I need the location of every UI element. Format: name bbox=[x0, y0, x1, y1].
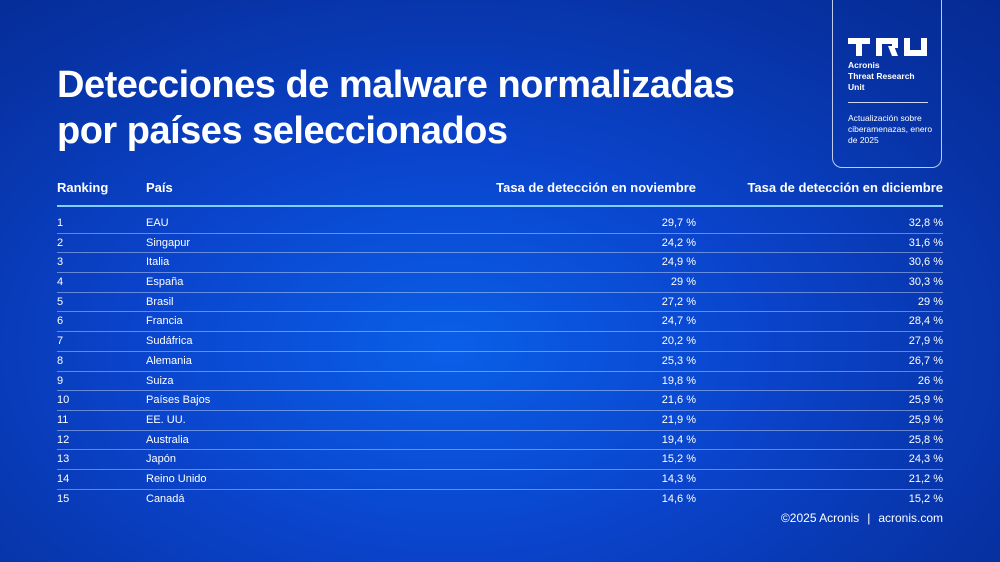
header-december: Tasa de detección en diciembre bbox=[747, 180, 943, 195]
country-cell: Sudáfrica bbox=[146, 335, 193, 348]
table-row: 1 EAU 29,7 % 32,8 % bbox=[57, 214, 943, 234]
table-row: 10 Países Bajos 21,6 % 25,9 % bbox=[57, 391, 943, 411]
country-cell: Brasil bbox=[146, 295, 174, 308]
country-cell: Japón bbox=[146, 453, 176, 466]
rank-cell: 5 bbox=[57, 295, 64, 308]
report-note: Actualización sobre ciberamenazas, enero… bbox=[848, 113, 933, 145]
november-rate-cell: 24,7 % bbox=[661, 315, 696, 328]
table-row: 7 Sudáfrica 20,2 % 27,9 % bbox=[57, 332, 943, 352]
page-title: Detecciones de malware normalizadas por … bbox=[57, 62, 817, 154]
table-row: 11 EE. UU. 21,9 % 25,9 % bbox=[57, 411, 943, 431]
november-rate-cell: 27,2 % bbox=[661, 295, 696, 308]
country-cell: Singapur bbox=[146, 236, 191, 249]
org-name: Acronis Threat Research Unit bbox=[848, 60, 915, 92]
december-rate-cell: 25,9 % bbox=[908, 394, 943, 407]
november-rate-cell: 25,3 % bbox=[661, 354, 696, 367]
table-row: 15 Canadá 14,6 % 15,2 % bbox=[57, 490, 943, 509]
country-cell: Reino Unido bbox=[146, 472, 207, 485]
rank-cell: 15 bbox=[57, 492, 70, 505]
november-rate-cell: 19,8 % bbox=[661, 374, 696, 387]
country-cell: Australia bbox=[146, 433, 189, 446]
header-country: País bbox=[146, 180, 173, 195]
report-badge: Acronis Threat Research Unit Actualizaci… bbox=[832, 0, 942, 168]
rank-cell: 10 bbox=[57, 394, 70, 407]
rank-cell: 11 bbox=[57, 413, 69, 426]
december-rate-cell: 27,9 % bbox=[908, 335, 943, 348]
rank-cell: 4 bbox=[57, 276, 64, 289]
rank-cell: 7 bbox=[57, 335, 64, 348]
country-cell: Francia bbox=[146, 315, 183, 328]
november-rate-cell: 21,6 % bbox=[661, 394, 696, 407]
table-row: 8 Alemania 25,3 % 26,7 % bbox=[57, 352, 943, 372]
november-rate-cell: 24,9 % bbox=[661, 256, 696, 269]
country-cell: Canadá bbox=[146, 492, 185, 505]
copyright-text: ©2025 Acronis bbox=[780, 511, 860, 525]
rank-cell: 6 bbox=[57, 315, 64, 328]
december-rate-cell: 24,3 % bbox=[908, 453, 943, 466]
december-rate-cell: 26 % bbox=[917, 374, 943, 387]
december-rate-cell: 28,4 % bbox=[908, 315, 943, 328]
table-row: 3 Italia 24,9 % 30,6 % bbox=[57, 253, 943, 274]
november-rate-cell: 29 % bbox=[670, 276, 696, 289]
footer-divider: | bbox=[867, 511, 871, 525]
table-row: 2 Singapur 24,2 % 31,6 % bbox=[57, 234, 943, 254]
rank-cell: 14 bbox=[57, 472, 70, 485]
november-rate-cell: 19,4 % bbox=[661, 433, 696, 446]
december-rate-cell: 25,9 % bbox=[908, 413, 943, 426]
table-row: 14 Reino Unido 14,3 % 21,2 % bbox=[57, 470, 943, 490]
site-link[interactable]: acronis.com bbox=[878, 511, 943, 525]
november-rate-cell: 29,7 % bbox=[661, 217, 696, 229]
november-rate-cell: 14,6 % bbox=[661, 492, 696, 505]
december-rate-cell: 21,2 % bbox=[908, 472, 943, 485]
table-row: 13 Japón 15,2 % 24,3 % bbox=[57, 450, 943, 470]
november-rate-cell: 24,2 % bbox=[661, 236, 696, 249]
december-rate-cell: 30,6 % bbox=[908, 256, 943, 269]
footer: ©2025 Acronis | acronis.com bbox=[781, 511, 943, 525]
rank-cell: 8 bbox=[57, 354, 64, 367]
rank-cell: 1 bbox=[57, 217, 64, 229]
title-line-2: por países seleccionados bbox=[57, 110, 508, 152]
december-rate-cell: 15,2 % bbox=[908, 492, 943, 505]
december-rate-cell: 25,8 % bbox=[908, 433, 943, 446]
november-rate-cell: 20,2 % bbox=[661, 335, 696, 348]
table-body: 1 EAU 29,7 % 32,8 % 2 Singapur 24,2 % 31,6 % 3 It… bbox=[57, 214, 943, 508]
badge-divider bbox=[848, 102, 928, 103]
country-cell: EE. UU. bbox=[146, 413, 186, 426]
table-row: 9 Suiza 19,8 % 26 % bbox=[57, 372, 943, 392]
header-divider bbox=[57, 205, 943, 207]
december-rate-cell: 31,6 % bbox=[908, 236, 943, 249]
country-cell: Países Bajos bbox=[146, 394, 211, 407]
table-row: 6 Francia 24,7 % 28,4 % bbox=[57, 312, 943, 333]
rank-cell: 13 bbox=[57, 453, 70, 466]
table-row: 4 España 29 % 30,3 % bbox=[57, 273, 943, 293]
header-november: Tasa de detección en noviembre bbox=[496, 180, 696, 195]
rank-cell: 12 bbox=[57, 433, 70, 446]
header-ranking: Ranking bbox=[57, 180, 109, 195]
december-rate-cell: 30,3 % bbox=[908, 276, 943, 289]
country-cell: Italia bbox=[146, 256, 170, 269]
november-rate-cell: 14,3 % bbox=[661, 472, 696, 485]
december-rate-cell: 29 % bbox=[917, 295, 943, 308]
title-line-1: Detecciones de malware normalizadas bbox=[57, 64, 735, 106]
rank-cell: 2 bbox=[57, 236, 64, 249]
table-row: 5 Brasil 27,2 % 29 % bbox=[57, 293, 943, 313]
country-cell: EAU bbox=[146, 217, 169, 229]
november-rate-cell: 21,9 % bbox=[661, 413, 696, 426]
rank-cell: 9 bbox=[57, 374, 64, 387]
rank-cell: 3 bbox=[57, 256, 64, 269]
table-row: 12 Australia 19,4 % 25,8 % bbox=[57, 431, 943, 451]
tru-logo-icon bbox=[848, 38, 928, 61]
december-rate-cell: 32,8 % bbox=[908, 217, 943, 229]
november-rate-cell: 15,2 % bbox=[661, 453, 696, 466]
country-cell: España bbox=[146, 276, 184, 289]
country-cell: Suiza bbox=[146, 374, 174, 387]
country-cell: Alemania bbox=[146, 354, 192, 367]
table-header: Ranking País Tasa de detección en noviem… bbox=[57, 178, 943, 200]
december-rate-cell: 26,7 % bbox=[908, 354, 943, 367]
